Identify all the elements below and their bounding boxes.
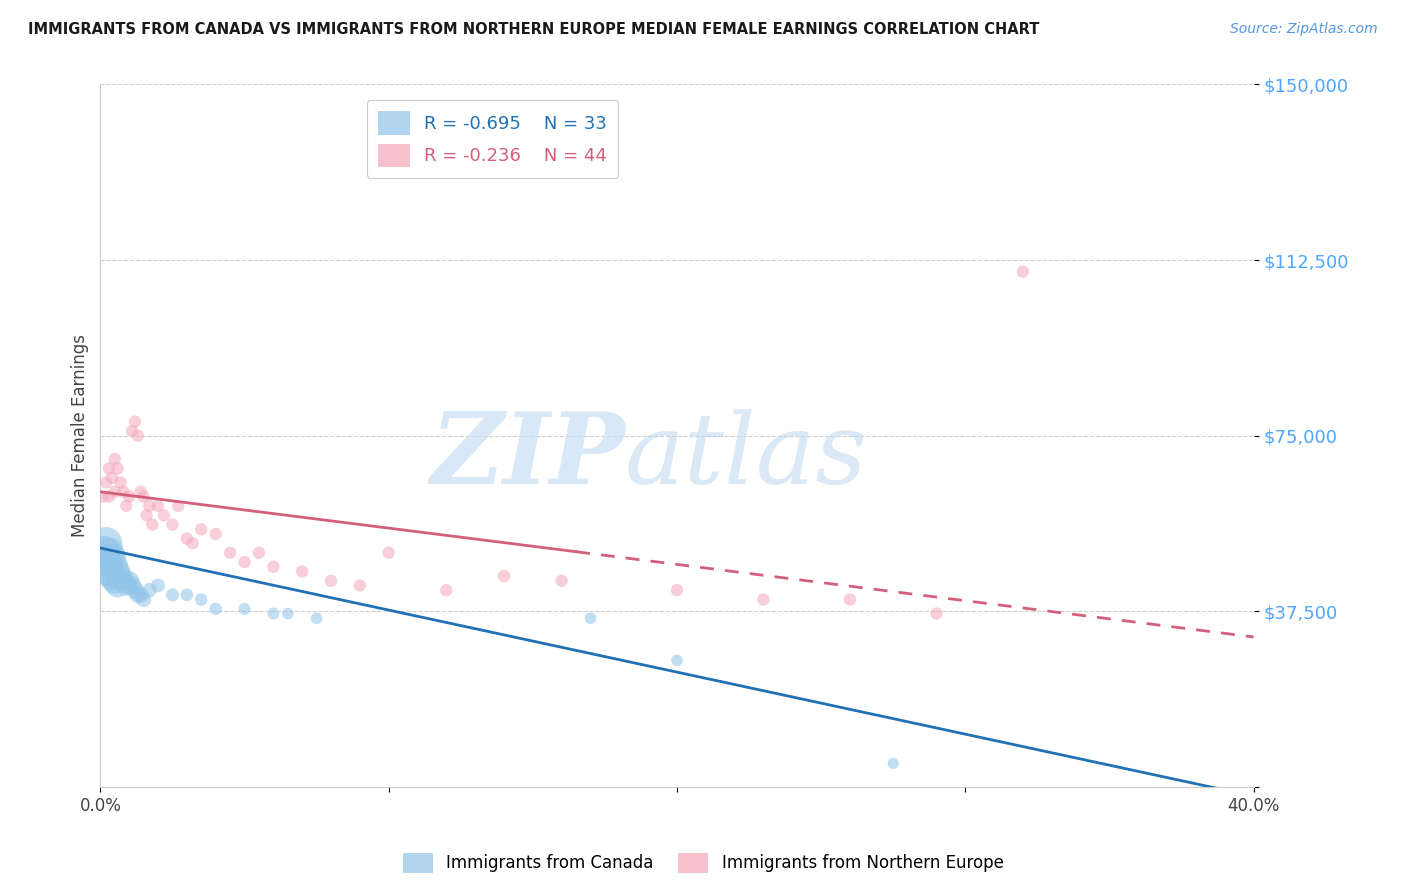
- Point: [129, 484, 152, 499]
- Point: [162, 517, 184, 532]
- Text: atlas: atlas: [626, 409, 868, 504]
- Point: [110, 475, 132, 490]
- Point: [112, 484, 135, 499]
- Point: [107, 461, 129, 475]
- Point: [107, 578, 129, 592]
- Point: [94, 475, 117, 490]
- Point: [146, 578, 169, 592]
- Point: [579, 611, 602, 625]
- Point: [110, 569, 132, 583]
- Point: [665, 583, 688, 598]
- Point: [101, 550, 124, 565]
- Y-axis label: Median Female Earnings: Median Female Earnings: [72, 334, 89, 537]
- Point: [98, 565, 121, 579]
- Point: [104, 452, 127, 467]
- Point: [121, 578, 143, 592]
- Point: [204, 527, 226, 541]
- Point: [1012, 265, 1035, 279]
- Point: [91, 546, 114, 560]
- Point: [104, 484, 127, 499]
- Point: [138, 499, 160, 513]
- Point: [124, 583, 146, 598]
- Point: [104, 574, 127, 588]
- Point: [839, 592, 862, 607]
- Legend: Immigrants from Canada, Immigrants from Northern Europe: Immigrants from Canada, Immigrants from …: [396, 847, 1010, 880]
- Point: [162, 588, 184, 602]
- Point: [176, 532, 198, 546]
- Point: [319, 574, 342, 588]
- Point: [882, 756, 904, 771]
- Point: [492, 569, 515, 583]
- Point: [112, 574, 135, 588]
- Point: [233, 602, 256, 616]
- Point: [262, 607, 284, 621]
- Point: [247, 546, 270, 560]
- Point: [104, 559, 127, 574]
- Point: [138, 583, 160, 598]
- Point: [262, 559, 284, 574]
- Text: Source: ZipAtlas.com: Source: ZipAtlas.com: [1230, 22, 1378, 37]
- Point: [118, 490, 141, 504]
- Point: [349, 578, 371, 592]
- Point: [204, 602, 226, 616]
- Point: [305, 611, 328, 625]
- Point: [190, 592, 212, 607]
- Point: [98, 546, 121, 560]
- Point: [752, 592, 775, 607]
- Point: [277, 607, 299, 621]
- Point: [98, 461, 121, 475]
- Point: [98, 490, 121, 504]
- Point: [101, 471, 124, 485]
- Point: [127, 428, 149, 442]
- Point: [181, 536, 204, 550]
- Point: [550, 574, 572, 588]
- Point: [107, 565, 129, 579]
- Point: [152, 508, 174, 523]
- Point: [127, 588, 149, 602]
- Text: ZIP: ZIP: [430, 409, 626, 505]
- Point: [167, 499, 190, 513]
- Point: [141, 517, 163, 532]
- Point: [135, 508, 157, 523]
- Point: [434, 583, 457, 598]
- Point: [233, 555, 256, 569]
- Point: [121, 424, 143, 438]
- Point: [115, 499, 138, 513]
- Legend: R = -0.695    N = 33, R = -0.236    N = 44: R = -0.695 N = 33, R = -0.236 N = 44: [367, 101, 619, 178]
- Point: [132, 490, 155, 504]
- Point: [219, 546, 242, 560]
- Point: [101, 569, 124, 583]
- Point: [146, 499, 169, 513]
- Point: [925, 607, 948, 621]
- Point: [94, 536, 117, 550]
- Point: [665, 653, 688, 667]
- Point: [291, 565, 314, 579]
- Point: [115, 578, 138, 592]
- Point: [190, 522, 212, 536]
- Point: [118, 574, 141, 588]
- Point: [129, 588, 152, 602]
- Point: [124, 415, 146, 429]
- Point: [132, 592, 155, 607]
- Point: [176, 588, 198, 602]
- Point: [91, 490, 114, 504]
- Point: [377, 546, 399, 560]
- Point: [94, 555, 117, 569]
- Text: IMMIGRANTS FROM CANADA VS IMMIGRANTS FROM NORTHERN EUROPE MEDIAN FEMALE EARNINGS: IMMIGRANTS FROM CANADA VS IMMIGRANTS FRO…: [28, 22, 1039, 37]
